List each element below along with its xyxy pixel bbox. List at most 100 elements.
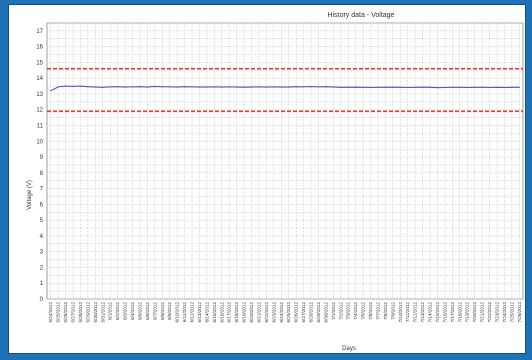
plot-border <box>46 22 524 300</box>
chart-frame: 0 1 2 3 4 5 6 7 8 9 10 11 12 13 14 15 16 17 5/24/2012 5/25… <box>8 4 526 354</box>
data-point <box>288 86 290 88</box>
data-point <box>399 86 401 88</box>
y-tick-label: 0 <box>40 297 44 303</box>
x-tick-label: 7/3/2012 <box>346 302 351 320</box>
x-tick-label: 5/27/2012 <box>71 302 76 323</box>
x-tick-label: 7/2/2012 <box>338 302 343 320</box>
series-layer <box>50 85 520 92</box>
y-tick-label: 10 <box>36 139 43 145</box>
x-tick-label: 5/28/2012 <box>78 302 83 323</box>
grid-layer <box>46 22 524 300</box>
y-tick-label: 11 <box>37 124 44 130</box>
x-tick-label: 6/27/2012 <box>301 302 306 323</box>
x-tick-label: 6/6/2012 <box>145 302 150 320</box>
data-point <box>302 86 305 88</box>
y-tick-label: 13 <box>36 92 43 98</box>
x-tick-label: 7/11/2012 <box>405 302 410 323</box>
data-point <box>258 86 260 88</box>
x-tick-label: 6/9/2012 <box>167 302 172 320</box>
data-point <box>131 86 134 88</box>
x-tick-label: 7/20/2012 <box>472 302 477 323</box>
data-point <box>429 86 431 88</box>
data-point <box>206 86 208 88</box>
x-tick-label: 7/19/2012 <box>465 302 470 323</box>
x-tick-label: 6/8/2012 <box>160 302 165 320</box>
x-tick-label: 5/26/2012 <box>63 302 68 323</box>
x-tick-label: 6/30/2012 <box>323 302 328 323</box>
data-point <box>161 86 163 88</box>
x-tick-label: 6/26/2012 <box>294 302 299 323</box>
x-tick-label: 7/7/2012 <box>375 302 380 320</box>
x-tick-label: 6/28/2012 <box>309 302 314 323</box>
x-tick-label: 7/18/2012 <box>457 302 462 323</box>
data-point <box>124 86 126 88</box>
data-point <box>317 86 320 88</box>
data-point <box>451 86 453 88</box>
x-tick-label: 6/12/2012 <box>190 302 195 323</box>
x-tick-label: 7/14/2012 <box>428 302 433 323</box>
data-point <box>384 86 387 88</box>
y-tick-label: 15 <box>36 60 43 66</box>
data-point <box>503 86 506 89</box>
data-point <box>310 85 312 88</box>
x-tick-label: 6/29/2012 <box>316 302 321 323</box>
data-point <box>518 86 520 88</box>
x-tick-label: 5/25/2012 <box>56 302 61 323</box>
series-line-1 <box>50 85 520 92</box>
data-point <box>169 86 171 88</box>
data-point <box>407 86 409 89</box>
x-tick-label: 6/10/2012 <box>175 302 180 323</box>
x-tick-label: 6/15/2012 <box>212 302 217 323</box>
data-point <box>243 86 245 88</box>
data-point <box>340 86 342 88</box>
data-point <box>72 85 74 88</box>
data-point <box>459 86 461 88</box>
data-point <box>273 86 275 88</box>
y-tick-label: 9 <box>40 155 44 161</box>
data-point <box>481 86 483 88</box>
data-point <box>265 86 268 88</box>
x-axis-label: Days <box>342 346 356 352</box>
data-point <box>421 86 424 88</box>
x-tick-label: 5/31/2012 <box>100 302 105 323</box>
threshold-layer <box>47 67 523 113</box>
data-point <box>183 86 186 88</box>
data-point <box>87 86 89 88</box>
x-tick-label: 6/25/2012 <box>286 302 291 323</box>
data-point <box>362 86 364 88</box>
y-tick-label: 12 <box>36 108 43 114</box>
x-tick-label: 6/7/2012 <box>152 302 157 320</box>
y-tick-label: 16 <box>36 45 43 51</box>
x-tick-label: 7/12/2012 <box>413 302 418 323</box>
x-tick-label: 7/26/2012 <box>517 302 522 323</box>
data-point <box>392 86 394 88</box>
y-tick-label: 1 <box>40 281 44 287</box>
x-tick-label: 6/13/2012 <box>197 302 202 323</box>
y-tick-label: 14 <box>36 76 43 82</box>
x-tick-label: 6/14/2012 <box>204 302 209 323</box>
data-point <box>221 86 223 88</box>
data-point <box>94 86 96 88</box>
x-tick-label: 6/4/2012 <box>130 302 135 320</box>
data-point <box>355 86 357 88</box>
data-point <box>154 85 156 88</box>
x-tick-label: 7/1/2012 <box>331 302 336 320</box>
data-point <box>139 86 141 88</box>
data-point <box>250 86 253 88</box>
x-tick-label: 7/6/2012 <box>368 302 373 320</box>
data-point <box>444 86 446 89</box>
y-tick-label: 8 <box>40 171 44 177</box>
y-tick-label: 3 <box>40 250 44 256</box>
x-tick-label: 5/30/2012 <box>93 302 98 323</box>
x-tick-label: 6/11/2012 <box>182 302 187 323</box>
data-point <box>176 86 178 88</box>
x-tick-label: 6/24/2012 <box>279 302 284 323</box>
x-tick-label: 7/8/2012 <box>383 302 388 320</box>
data-point <box>488 86 491 89</box>
x-tick-label: 7/9/2012 <box>390 302 395 320</box>
x-tick-label: 6/21/2012 <box>256 302 261 323</box>
data-point <box>511 86 513 88</box>
data-point <box>295 86 297 88</box>
x-tick-label: 7/4/2012 <box>353 302 358 320</box>
x-tick-label: 5/29/2012 <box>85 302 90 323</box>
